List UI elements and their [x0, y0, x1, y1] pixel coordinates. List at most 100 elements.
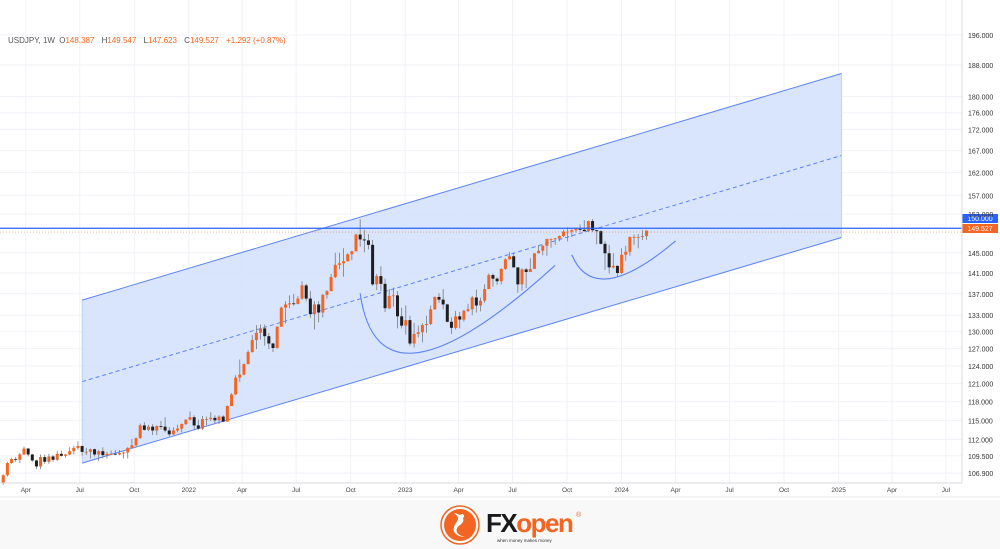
candle-body: [209, 417, 213, 420]
candle: [68, 447, 72, 456]
candle-body: [325, 291, 329, 295]
y-tick-label: 141.000: [968, 271, 993, 278]
brand-tagline: when money makes money: [497, 538, 552, 543]
candle-body: [43, 457, 47, 462]
candle: [308, 291, 312, 318]
arc-drawing[interactable]: [571, 240, 676, 280]
candle-body: [296, 298, 300, 304]
candle-body: [495, 278, 499, 282]
candle-body: [275, 326, 279, 349]
candle-body: [404, 320, 408, 326]
candle-body: [109, 453, 113, 455]
x-tick-label: Oct: [346, 487, 356, 494]
candle: [358, 219, 362, 247]
candle-body: [59, 453, 63, 456]
channel-drawing[interactable]: [81, 73, 842, 464]
candle: [200, 415, 204, 430]
candle: [329, 274, 333, 292]
brand-open: open: [516, 508, 574, 538]
candle-body: [259, 328, 263, 333]
candle: [412, 322, 416, 348]
candle-body: [167, 430, 171, 435]
candle-body: [283, 304, 287, 308]
candlestick-chart[interactable]: 150.000 149.527 196.000 188.000 180.000 176.…: [0, 0, 1000, 500]
candle-body: [383, 283, 387, 309]
candle: [400, 307, 404, 329]
channel-upper-line[interactable]: [81, 73, 842, 301]
candle: [549, 238, 553, 248]
candle-body: [408, 320, 412, 344]
candle-body: [628, 236, 632, 252]
candle: [470, 295, 474, 316]
candle: [333, 252, 337, 279]
candle: [117, 449, 121, 456]
y-tick-label: 180.000: [968, 94, 993, 101]
candle-body: [105, 453, 109, 456]
candle-body: [26, 448, 30, 455]
candle: [151, 424, 155, 435]
hline-price-label: 150.000: [967, 216, 992, 223]
candle-body: [462, 310, 466, 320]
candle: [582, 220, 586, 232]
candle: [425, 315, 429, 333]
brand-name: FXopen: [486, 508, 574, 539]
candle-body: [449, 321, 453, 328]
candle-body: [288, 303, 292, 305]
candle: [43, 454, 47, 464]
candle-body: [14, 459, 18, 460]
candle-body: [213, 417, 217, 421]
candle: [499, 268, 503, 285]
candle: [491, 273, 495, 287]
candle-body: [582, 229, 586, 232]
candle-body: [503, 259, 507, 269]
candle-body: [532, 253, 536, 269]
candle: [122, 451, 126, 459]
x-tick-label: Jul: [942, 487, 951, 494]
candle: [541, 244, 545, 256]
y-tick-label: 115.000: [968, 418, 993, 425]
horizontal-lines[interactable]: 150.000 149.527: [0, 214, 998, 233]
candle-body: [508, 256, 512, 260]
candle: [321, 293, 325, 318]
candle: [26, 447, 30, 457]
price-axis[interactable]: 196.000 188.000 180.000 176.000 172.000 167.0…: [968, 33, 993, 478]
candle-body: [454, 316, 458, 328]
candle-body: [607, 253, 611, 268]
time-axis[interactable]: Apr Jul Oct 2022 Apr Jul Oct 2023 Apr Jul Oct 2024 A…: [21, 487, 951, 494]
candle-body: [80, 445, 84, 452]
candle-body: [645, 230, 648, 237]
candle-body: [250, 340, 254, 353]
candle: [375, 274, 379, 291]
candle: [283, 301, 287, 324]
candle-body: [445, 304, 449, 322]
candle: [595, 229, 599, 245]
arc-drawings[interactable]: [359, 240, 676, 354]
candle: [350, 250, 354, 261]
channel-median-line[interactable]: [81, 155, 842, 383]
candle: [553, 237, 557, 245]
candle: [524, 267, 528, 289]
open-label: O: [59, 36, 66, 45]
candle-body: [101, 451, 105, 456]
candle: [142, 422, 146, 431]
candle: [628, 236, 632, 256]
candle-body: [437, 296, 441, 300]
channel-lower-line[interactable]: [81, 236, 842, 464]
x-tick-label: Apr: [887, 487, 898, 494]
x-tick-label: 2023: [398, 487, 413, 494]
y-tick-label: 153.000: [968, 212, 993, 219]
candle-body: [225, 406, 229, 422]
brand-fx: FX: [486, 508, 518, 538]
candle-body: [184, 419, 188, 425]
hline-price-label-box: [962, 214, 998, 223]
candle: [22, 446, 26, 456]
arc-drawing[interactable]: [359, 264, 556, 354]
candle: [5, 461, 9, 477]
candle-body: [586, 221, 590, 232]
candle: [420, 323, 424, 343]
candle: [126, 447, 130, 459]
y-tick-label: 106.900: [968, 471, 993, 478]
candle: [55, 451, 59, 462]
y-tick-label: 127.000: [968, 347, 993, 354]
candle: [271, 342, 275, 353]
